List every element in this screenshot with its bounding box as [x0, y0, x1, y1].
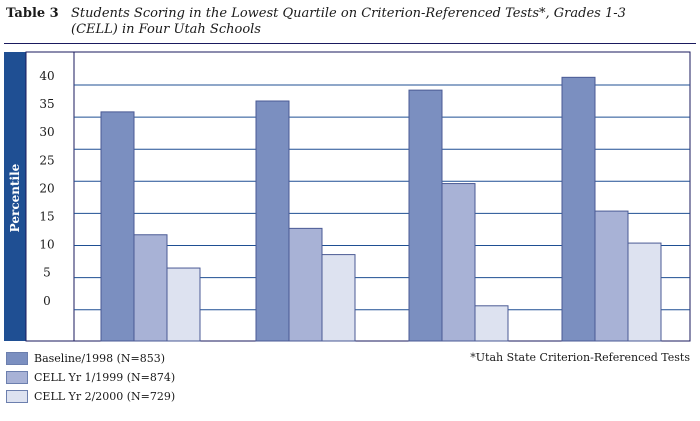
y-tick-label: 0 — [43, 294, 51, 308]
y-tick-label: 25 — [39, 153, 54, 167]
legend: Baseline/1998 (N=853) CELL Yr 1/1999 (N=8… — [6, 349, 175, 406]
bar-1-group-1 — [100, 111, 135, 342]
y-tick-label: 10 — [39, 238, 54, 252]
chart-area: Percentile 40 35 30 25 20 15 10 5 0 — [4, 51, 691, 342]
legend-label: CELL Yr 2/2000 (N=729) — [34, 390, 176, 403]
footnote: *Utah State Criterion-Referenced Tests — [470, 351, 690, 364]
legend-item: CELL Yr 1/1999 (N=874) — [6, 368, 175, 387]
legend-item: Baseline/1998 (N=853) — [6, 349, 175, 368]
y-tick-label: 20 — [39, 181, 54, 195]
bar-3-group-3 — [474, 305, 509, 342]
legend-swatch — [6, 390, 28, 403]
legend-item: CELL Yr 2/2000 (N=729) — [6, 387, 175, 406]
bar-2-group-1 — [133, 234, 168, 342]
bar-1-group-3 — [408, 89, 443, 342]
y-tick-label: 40 — [39, 69, 54, 83]
axis-label-band — [4, 52, 26, 341]
legend-swatch — [6, 352, 28, 365]
y-tick-label: 15 — [39, 210, 54, 224]
bar-1-group-2 — [255, 100, 290, 342]
legend-label: Baseline/1998 (N=853) — [34, 352, 166, 365]
bar-2-group-2 — [288, 227, 323, 342]
chart-frame — [25, 51, 691, 342]
title-rule — [4, 43, 696, 44]
legend-swatch — [6, 371, 28, 384]
y-tick-label: 5 — [43, 266, 51, 280]
chart-title: Students Scoring in the Lowest Quartile … — [71, 6, 626, 37]
bar-3-group-1 — [166, 267, 201, 342]
legend-label: CELL Yr 1/1999 (N=874) — [34, 371, 176, 384]
y-tick-label: 35 — [39, 97, 54, 111]
title-row: Table 3 Students Scoring in the Lowest Q… — [6, 4, 696, 44]
bar-2-group-4 — [594, 210, 629, 342]
bar-2-group-3 — [441, 183, 476, 342]
bar-3-group-2 — [321, 254, 356, 342]
bar-3-group-4 — [627, 242, 662, 342]
y-tick-label: 30 — [39, 125, 54, 139]
y-axis-label: Percentile — [8, 163, 22, 232]
table-label: Table 3 — [6, 6, 59, 21]
bar-1-group-4 — [561, 76, 596, 342]
